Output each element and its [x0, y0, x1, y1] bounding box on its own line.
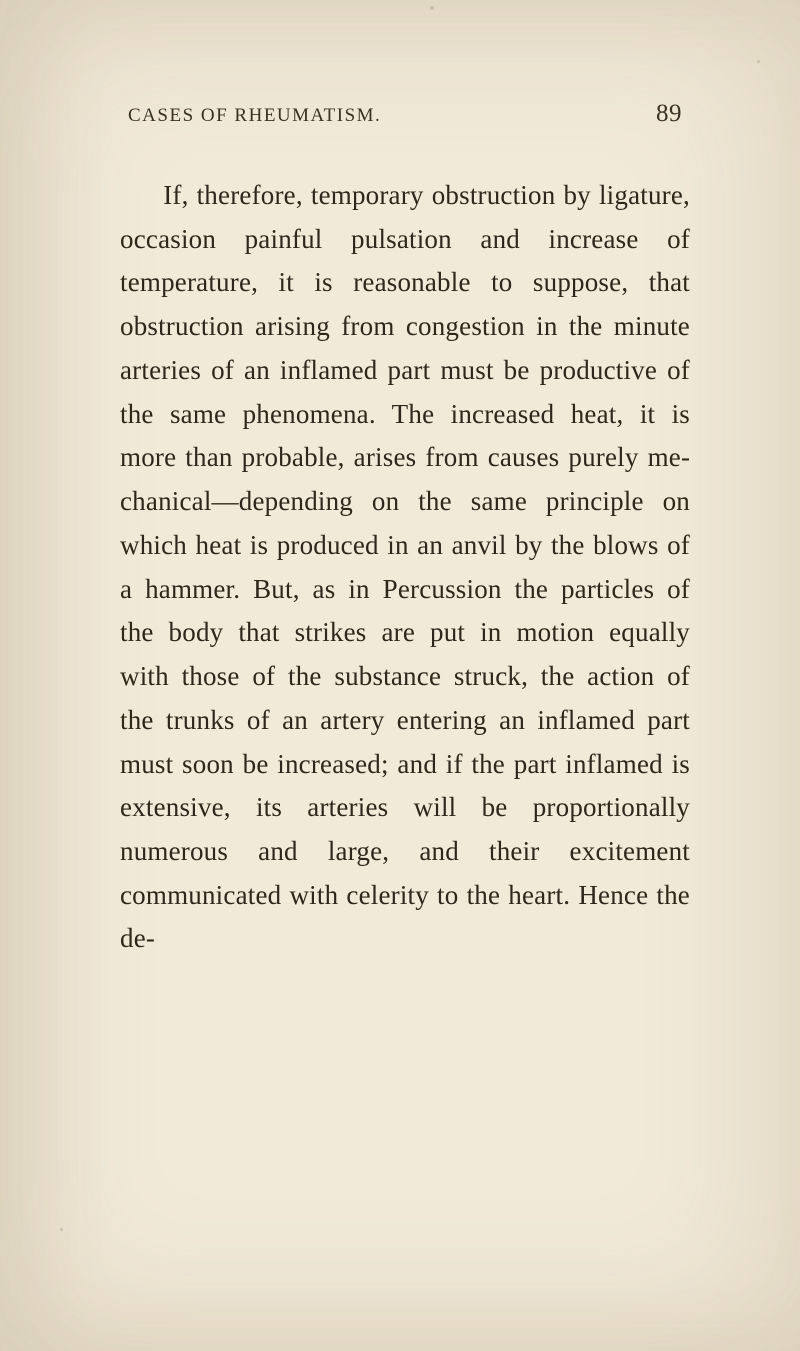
- paper-speck: [60, 1228, 63, 1231]
- paper-speck: [430, 6, 434, 10]
- body-paragraph: If, therefore, temporary obstruction by …: [120, 174, 690, 961]
- running-head: CASES OF RHEUMATISM. 89: [120, 100, 690, 128]
- scanned-page: CASES OF RHEUMATISM. 89 If, therefore, t…: [0, 0, 800, 1351]
- paper-speck: [757, 60, 760, 63]
- running-title: CASES OF RHEUMATISM.: [128, 105, 381, 127]
- page-number: 89: [656, 100, 682, 128]
